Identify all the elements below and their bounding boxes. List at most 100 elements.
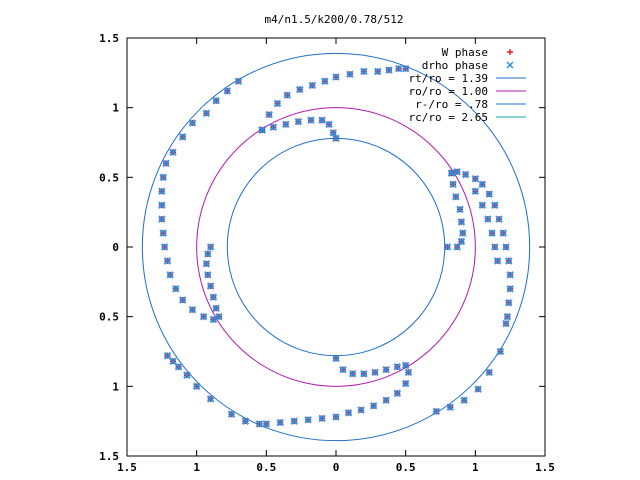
point-1-103: [209, 293, 218, 301]
point-1-37: [491, 201, 499, 209]
point-1-91: [227, 410, 236, 418]
point-1-47: [449, 180, 457, 189]
x-tick-label-0: 1.5: [117, 461, 137, 474]
point-1-11: [385, 66, 393, 74]
x-tick-label-1: 1: [193, 461, 200, 474]
legend-label-2: rt/ro = 1.39: [409, 72, 488, 85]
circle-1: [196, 107, 476, 387]
point-1-72: [371, 368, 379, 377]
point-1-97: [163, 351, 172, 360]
point-1-53: [453, 243, 461, 251]
point-1-68: [332, 354, 340, 363]
point-1-112: [163, 257, 172, 265]
point-1-56: [478, 201, 487, 209]
point-1-69: [339, 365, 347, 374]
point-1-48: [452, 193, 460, 201]
point-1-39: [499, 229, 507, 237]
point-1-70: [348, 370, 357, 378]
point-1-57: [484, 215, 492, 223]
point-1-26: [202, 109, 211, 118]
point-1-111: [166, 271, 174, 279]
x-tick-label-6: 1.5: [535, 461, 555, 474]
point-1-115: [158, 215, 166, 223]
point-1-75: [401, 361, 410, 370]
point-1-33: [461, 170, 470, 179]
point-1-80: [369, 402, 378, 410]
point-1-77: [401, 379, 410, 388]
point-1-102: [206, 282, 215, 290]
point-1-74: [393, 363, 402, 371]
point-1-41: [504, 257, 513, 265]
point-1-90: [241, 417, 250, 425]
point-1-8: [346, 70, 354, 79]
point-1-84: [318, 414, 326, 423]
point-1-94: [183, 371, 191, 379]
point-1-86: [290, 417, 298, 425]
point-1-4: [295, 85, 304, 94]
point-1-14: [258, 126, 266, 134]
point-1-20: [325, 120, 333, 129]
x-tick-label-3: 0: [333, 461, 340, 474]
point-1-43: [506, 285, 514, 293]
point-1-10: [374, 67, 382, 76]
point-1-105: [215, 312, 223, 321]
point-1-19: [318, 116, 326, 124]
y-tick-label-5: 1: [112, 102, 119, 115]
point-1-82: [344, 409, 353, 417]
point-1-60: [493, 257, 502, 265]
point-1-13: [401, 64, 410, 73]
point-1-46: [447, 169, 456, 177]
point-1-78: [393, 389, 402, 398]
point-1-64: [474, 385, 482, 393]
point-1-92: [206, 395, 215, 403]
y-tick-label-6: 1.5: [99, 32, 119, 45]
series-1: [158, 64, 514, 428]
point-1-98: [206, 243, 215, 251]
y-tick-label-4: 0.5: [99, 171, 119, 184]
point-1-50: [457, 218, 466, 226]
point-1-44: [504, 298, 513, 307]
point-1-114: [159, 229, 168, 237]
point-1-73: [382, 365, 390, 374]
point-1-12: [394, 64, 403, 73]
circle-2: [226, 137, 446, 357]
point-1-110: [171, 285, 180, 293]
x-tick-label-4: 0.5: [396, 461, 416, 474]
y-tick-label-2: 0.5: [99, 311, 119, 324]
point-1-109: [178, 296, 187, 304]
point-1-62: [496, 347, 505, 356]
point-1-85: [304, 415, 312, 424]
point-1-18: [307, 116, 315, 124]
point-1-104: [212, 304, 220, 313]
point-1-34: [471, 174, 480, 183]
point-1-27: [188, 119, 197, 127]
point-1-2: [273, 99, 282, 108]
point-1-40: [502, 243, 510, 251]
point-1-58: [488, 229, 496, 237]
legend-label-3: ro/ro = 1.00: [409, 85, 488, 98]
point-1-65: [460, 396, 468, 405]
point-1-49: [456, 205, 464, 214]
point-1-17: [294, 117, 303, 126]
point-1-9: [360, 67, 368, 76]
point-1-29: [169, 148, 177, 157]
legend-label-5: rc/ro = 2.65: [409, 111, 488, 124]
point-1-99: [204, 250, 212, 258]
y-tick-label-3: 0: [112, 241, 119, 254]
point-1-23: [234, 77, 243, 85]
legend-label-1: drho phase: [422, 59, 488, 72]
point-1-87: [276, 418, 285, 427]
point-1-79: [382, 396, 390, 405]
point-1-96: [169, 357, 177, 366]
point-1-35: [478, 180, 487, 189]
point-1-21: [329, 128, 337, 137]
circle-0: [141, 52, 531, 442]
point-1-113: [160, 243, 169, 251]
point-1-3: [283, 91, 292, 99]
point-1-42: [506, 271, 514, 279]
point-1-54: [443, 243, 452, 251]
point-1-61: [502, 319, 510, 328]
point-1-101: [204, 271, 212, 279]
point-1-16: [282, 120, 290, 129]
